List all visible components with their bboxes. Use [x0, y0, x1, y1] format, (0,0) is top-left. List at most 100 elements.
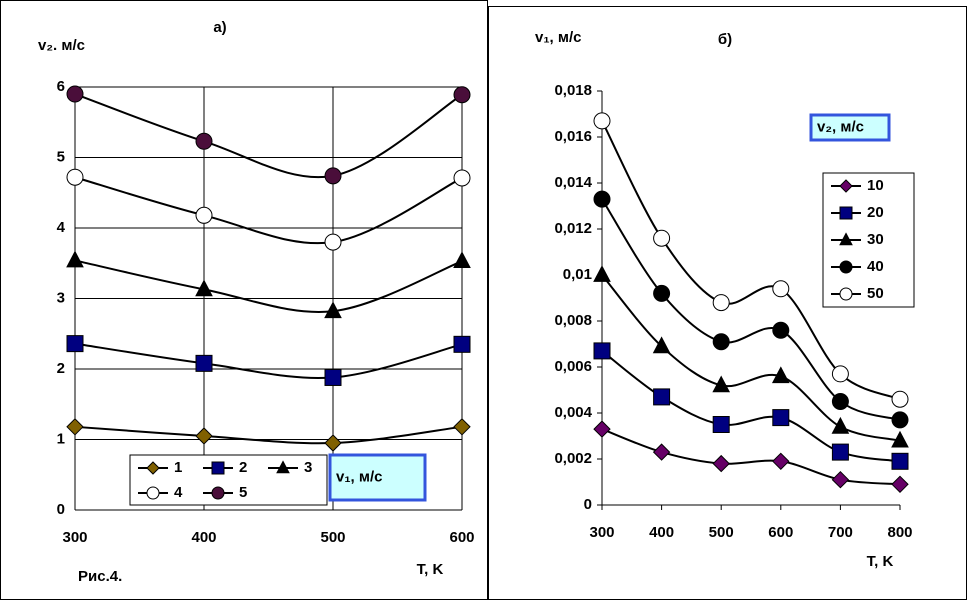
marker — [195, 354, 213, 372]
marker — [66, 335, 84, 353]
series-line — [74, 342, 463, 379]
marker — [891, 411, 909, 429]
marker — [712, 375, 731, 393]
legend-marker — [211, 461, 225, 475]
marker — [66, 168, 84, 186]
x-tick-label: 400 — [649, 524, 674, 541]
marker — [453, 335, 471, 353]
marker — [772, 280, 790, 298]
marker — [324, 301, 342, 319]
marker — [324, 368, 342, 386]
marker — [891, 390, 909, 408]
marker — [66, 85, 84, 103]
x-tick-label: 700 — [828, 524, 853, 541]
chart-title: а) — [213, 19, 226, 36]
marker — [831, 365, 849, 383]
legend-marker — [839, 206, 853, 220]
marker — [195, 132, 213, 150]
marker — [771, 366, 790, 384]
chart-title: б) — [718, 31, 732, 48]
marker — [324, 233, 342, 251]
y-tick-label: 0,002 — [554, 450, 592, 467]
y-tick-label: 2 — [57, 360, 65, 377]
y-tick-label: 0,018 — [554, 82, 592, 99]
legend-marker — [146, 461, 160, 475]
marker — [195, 279, 213, 297]
marker — [831, 443, 849, 461]
marker — [653, 388, 671, 406]
marker — [593, 342, 611, 360]
marker — [831, 416, 850, 434]
y-tick-label: 0,012 — [554, 220, 592, 237]
marker — [652, 443, 671, 461]
marker — [772, 321, 790, 339]
legend-marker — [839, 232, 853, 246]
legend-marker — [839, 287, 853, 301]
y-tick-label: 0,014 — [554, 174, 592, 191]
legend-label: 20 — [867, 204, 884, 221]
y-tick-label: 0,016 — [554, 128, 592, 145]
marker — [772, 409, 790, 427]
marker — [195, 206, 213, 224]
legend-label: 2 — [239, 459, 247, 476]
legend-label: 30 — [867, 231, 884, 248]
legend-marker — [839, 179, 853, 193]
marker — [593, 420, 611, 438]
marker — [653, 284, 671, 302]
y-tick-label: 6 — [57, 78, 65, 95]
y-axis-label: v₂. м/с — [38, 37, 85, 54]
marker — [195, 427, 213, 445]
legend-marker — [146, 486, 160, 500]
y-tick-label: 5 — [57, 148, 65, 165]
legend-label: 4 — [174, 484, 183, 501]
marker — [593, 112, 611, 130]
marker — [772, 452, 790, 471]
legend-label: 5 — [239, 484, 247, 501]
y-tick-label: 0,008 — [554, 312, 592, 329]
marker — [593, 265, 611, 282]
marker — [831, 393, 849, 410]
x-tick-label: 600 — [768, 524, 793, 541]
marker — [652, 336, 671, 354]
x-tick-label: 500 — [320, 529, 345, 546]
y-tick-label: 4 — [57, 219, 66, 236]
series-line — [74, 93, 463, 179]
marker — [712, 416, 730, 433]
marker — [66, 418, 84, 436]
legend-marker — [276, 460, 290, 474]
marker — [891, 430, 909, 448]
legend-label: 3 — [304, 459, 312, 476]
annotation-box — [809, 113, 891, 142]
legend-box — [129, 454, 328, 506]
marker — [66, 250, 84, 268]
marker — [453, 418, 471, 436]
legend-marker — [211, 486, 225, 500]
marker — [324, 434, 342, 452]
marker — [453, 169, 471, 187]
y-tick-label: 0 — [584, 496, 592, 513]
marker — [891, 452, 909, 470]
marker — [712, 333, 730, 351]
marker — [891, 475, 909, 494]
series-line — [74, 259, 463, 313]
legend-marker — [839, 260, 853, 274]
annotation-box — [328, 453, 427, 502]
x-tick-label: 800 — [887, 524, 912, 541]
y-tick-label: 0,004 — [554, 404, 592, 421]
legend-label: 10 — [867, 177, 884, 194]
legend-label: 1 — [174, 459, 182, 476]
x-tick-label: 300 — [62, 529, 87, 546]
y-tick-label: 1 — [57, 430, 65, 447]
y-tick-label: 0,006 — [554, 358, 592, 375]
legend-label: 50 — [867, 285, 884, 302]
series-line — [74, 425, 463, 445]
x-tick-label: 300 — [589, 524, 614, 541]
x-tick-label: 400 — [191, 529, 216, 546]
x-axis-label: T, K — [867, 553, 894, 570]
annotation-box-label: v₂, м/с — [817, 118, 864, 135]
marker — [653, 229, 671, 247]
y-tick-label: 0 — [57, 501, 65, 518]
marker — [712, 294, 730, 312]
marker — [712, 454, 730, 473]
